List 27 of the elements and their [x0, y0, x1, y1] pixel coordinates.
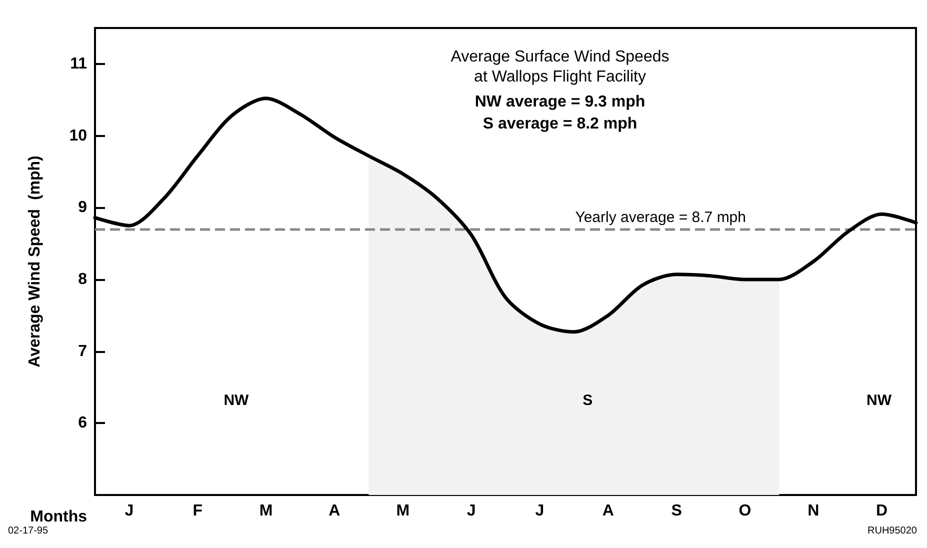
- y-tick-label: 8: [78, 270, 88, 288]
- y-axis-title: Average Wind Speed (mph): [26, 156, 44, 368]
- x-tick-label: J: [124, 502, 134, 520]
- y-tick-label: 9: [78, 199, 88, 216]
- annotation: NW: [866, 392, 892, 409]
- x-tick-label: O: [738, 502, 752, 520]
- x-tick-label: N: [808, 502, 820, 520]
- x-tick-label: F: [192, 502, 203, 520]
- x-tick-label: M: [396, 502, 410, 520]
- annotation: NW: [224, 392, 250, 409]
- x-tick-label: A: [602, 502, 614, 520]
- text: RUH95020: [868, 526, 918, 536]
- annotation: S: [582, 392, 593, 409]
- text: NW average = 9.3 mph S average = 8.2 mph: [474, 94, 646, 132]
- y-tick-label: 7: [78, 342, 88, 360]
- y-tick-label: 11: [70, 55, 88, 72]
- x-tick-label: D: [876, 502, 888, 520]
- x-tick-label: S: [671, 502, 682, 520]
- x-axis-title: Months: [30, 508, 88, 526]
- x-tick-label: M: [259, 502, 273, 520]
- ref-line-label: Yearly average = 8.7 mph: [575, 209, 746, 226]
- text: 02-17-95: [8, 526, 48, 536]
- x-tick-label: J: [466, 502, 476, 520]
- y-tick-label: 10: [69, 127, 88, 144]
- y-tick-label: 6: [78, 414, 88, 432]
- x-tick-label: J: [535, 502, 544, 520]
- x-tick-label: A: [328, 502, 341, 520]
